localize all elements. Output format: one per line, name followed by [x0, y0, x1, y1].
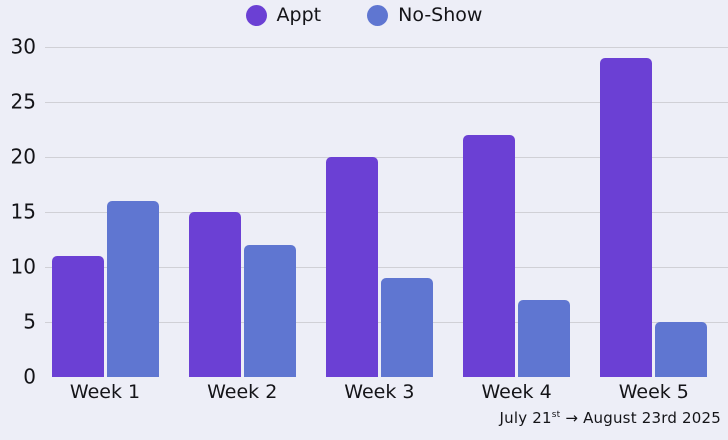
bar-group-week-1 — [51, 201, 159, 377]
bar-no-show-week-2 — [243, 245, 296, 377]
date-range-label: July 21st → August 23rd 2025 — [500, 409, 721, 427]
bar-group-week-2 — [188, 212, 296, 377]
bar-appt-week-3 — [325, 157, 378, 377]
bar-appt-week-5 — [600, 58, 653, 377]
gridline-20 — [45, 157, 728, 158]
gridline-15 — [45, 212, 728, 213]
chart-legend: Appt No-Show — [0, 4, 728, 26]
x-axis-category-label-week-2: Week 2 — [207, 381, 278, 403]
x-axis-category-label-week-3: Week 3 — [344, 381, 415, 403]
date-range-start: July 21 — [499, 409, 552, 427]
gridline-10 — [45, 267, 728, 268]
y-axis-tick-label-25: 25 — [10, 89, 36, 114]
x-axis-category-label-week-5: Week 5 — [618, 381, 689, 403]
gridline-25 — [45, 102, 728, 103]
x-axis-category-label-week-4: Week 4 — [481, 381, 552, 403]
x-axis-category-label-week-1: Week 1 — [69, 381, 141, 403]
bar-appt-week-2 — [188, 212, 241, 377]
y-axis-tick-label-5: 5 — [23, 309, 36, 334]
y-axis-tick-label-10: 10 — [10, 254, 36, 279]
legend-item-appt: Appt — [245, 4, 322, 26]
date-range-ordinal: st — [551, 410, 561, 420]
bar-group-week-4 — [463, 135, 571, 377]
legend-label-no-show: No-Show — [398, 4, 483, 26]
y-axis-tick-label-15: 15 — [10, 199, 36, 224]
bar-no-show-week-1 — [106, 201, 159, 377]
bar-group-week-3 — [325, 157, 433, 377]
bar-no-show-week-5 — [655, 322, 708, 377]
legend-swatch-appt-icon — [245, 4, 267, 26]
legend-item-no-show: No-Show — [367, 4, 482, 26]
y-axis-tick-label-0: 0 — [23, 364, 36, 389]
bar-group-week-5 — [600, 58, 708, 377]
bar-appt-week-1 — [51, 256, 104, 377]
legend-label-appt: Appt — [276, 4, 322, 26]
y-axis-tick-label-20: 20 — [10, 144, 36, 169]
legend-swatch-no-show-icon — [367, 4, 389, 26]
bar-no-show-week-3 — [380, 278, 433, 377]
y-axis-tick-label-30: 30 — [10, 34, 36, 59]
date-range-rest: → August 23rd 2025 — [560, 409, 721, 427]
bar-no-show-week-4 — [518, 300, 571, 377]
bar-appt-week-4 — [463, 135, 516, 377]
gridline-30 — [45, 47, 728, 48]
